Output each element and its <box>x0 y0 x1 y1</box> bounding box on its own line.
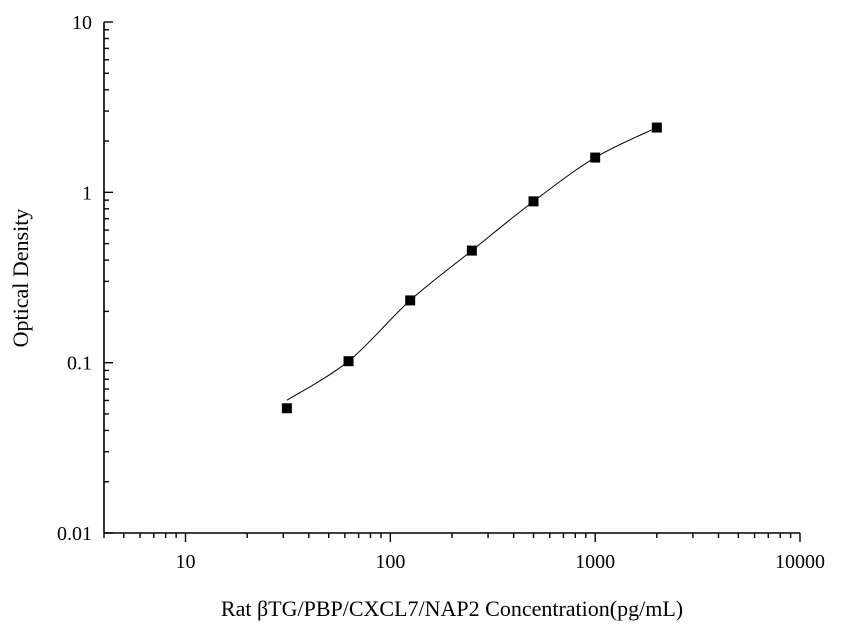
plot-area <box>103 22 800 534</box>
data-point <box>528 196 539 207</box>
data-points <box>281 122 662 414</box>
y-tick-label: 1 <box>82 182 92 204</box>
x-axis-ticks <box>103 533 801 542</box>
fit-curve <box>286 127 658 401</box>
y-tick-label: 0.01 <box>57 523 92 545</box>
x-axis-tick-labels: 10 100 1000 10000 <box>176 551 825 573</box>
x-tick-label: 10 <box>176 551 196 573</box>
x-axis-title: Rat βTG/PBP/CXCL7/NAP2 Concentration(pg/… <box>221 596 683 621</box>
data-point <box>405 295 416 306</box>
y-axis-ticks <box>104 21 113 534</box>
y-axis-tick-labels: 0.01 0.1 1 10 <box>57 12 92 545</box>
y-tick-label: 0.1 <box>67 353 92 375</box>
data-point <box>281 403 292 414</box>
data-point <box>651 122 662 133</box>
y-tick-label: 10 <box>72 12 92 34</box>
x-tick-label: 10000 <box>775 551 825 573</box>
data-point <box>343 356 354 367</box>
data-point <box>466 245 477 256</box>
y-axis-title: Optical Density <box>8 209 33 348</box>
x-tick-label: 100 <box>375 551 405 573</box>
x-tick-label: 1000 <box>575 551 615 573</box>
data-point <box>590 152 601 163</box>
